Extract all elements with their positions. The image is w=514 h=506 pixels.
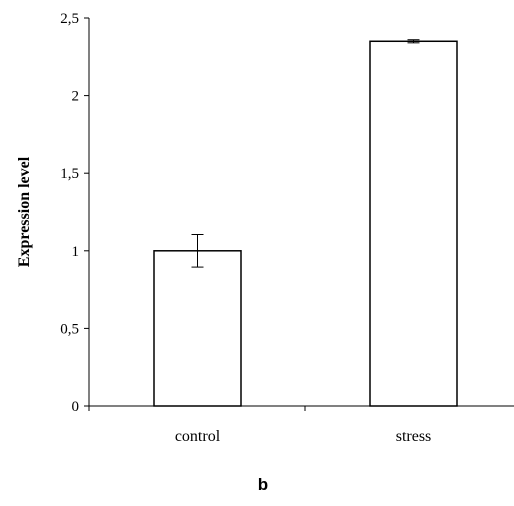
x-tick-label: stress — [396, 428, 432, 445]
y-axis-label: Expression level — [16, 156, 33, 267]
y-tick-label: 0 — [72, 399, 80, 415]
bars — [153, 39, 458, 407]
x-tick-label: control — [175, 428, 221, 445]
y-tick-label: 0,5 — [60, 321, 79, 337]
y-tick-label: 2 — [72, 89, 80, 105]
error-bar-control — [191, 234, 204, 268]
error-bar-stress — [407, 39, 420, 44]
y-ticks: 0 0,5 1 1,5 2 2,5 — [60, 11, 89, 415]
y-tick-label: 1 — [72, 244, 80, 260]
y-tick-label: 2,5 — [60, 11, 79, 27]
bar-stress — [369, 40, 458, 407]
y-tick-label: 1,5 — [60, 166, 79, 182]
bar-control — [153, 250, 242, 407]
x-ticks: control stress — [88, 406, 432, 445]
panel-label: b — [258, 475, 268, 494]
